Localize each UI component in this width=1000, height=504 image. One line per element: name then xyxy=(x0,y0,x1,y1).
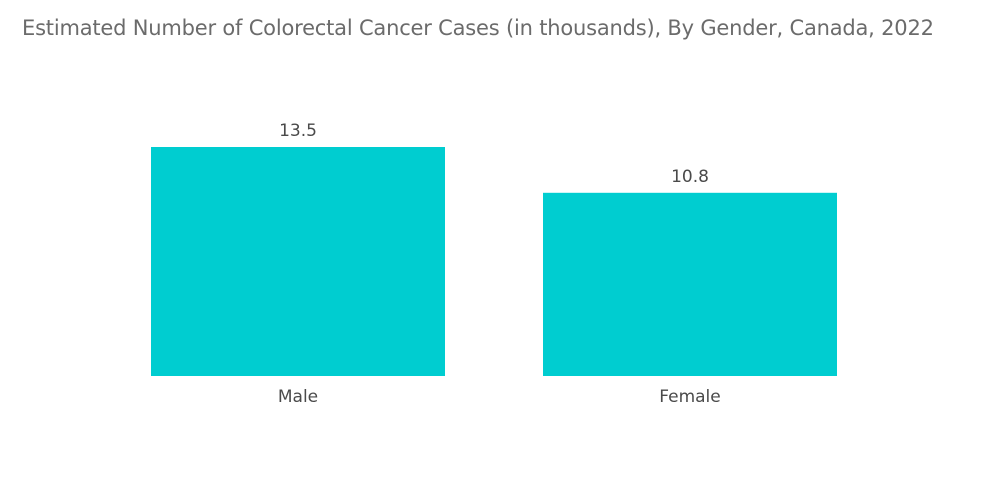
chart-title: Estimated Number of Colorectal Cancer Ca… xyxy=(22,16,934,40)
bars-group xyxy=(151,147,837,376)
bar-female xyxy=(543,192,837,376)
value-label-male: 13.5 xyxy=(279,121,317,141)
category-labels-group: Male Female xyxy=(278,387,721,407)
category-label-male: Male xyxy=(278,387,318,407)
value-labels-group: 13.5 10.8 xyxy=(279,121,709,187)
category-label-female: Female xyxy=(659,387,720,407)
value-label-female: 10.8 xyxy=(671,167,709,187)
bar-male xyxy=(151,147,445,376)
